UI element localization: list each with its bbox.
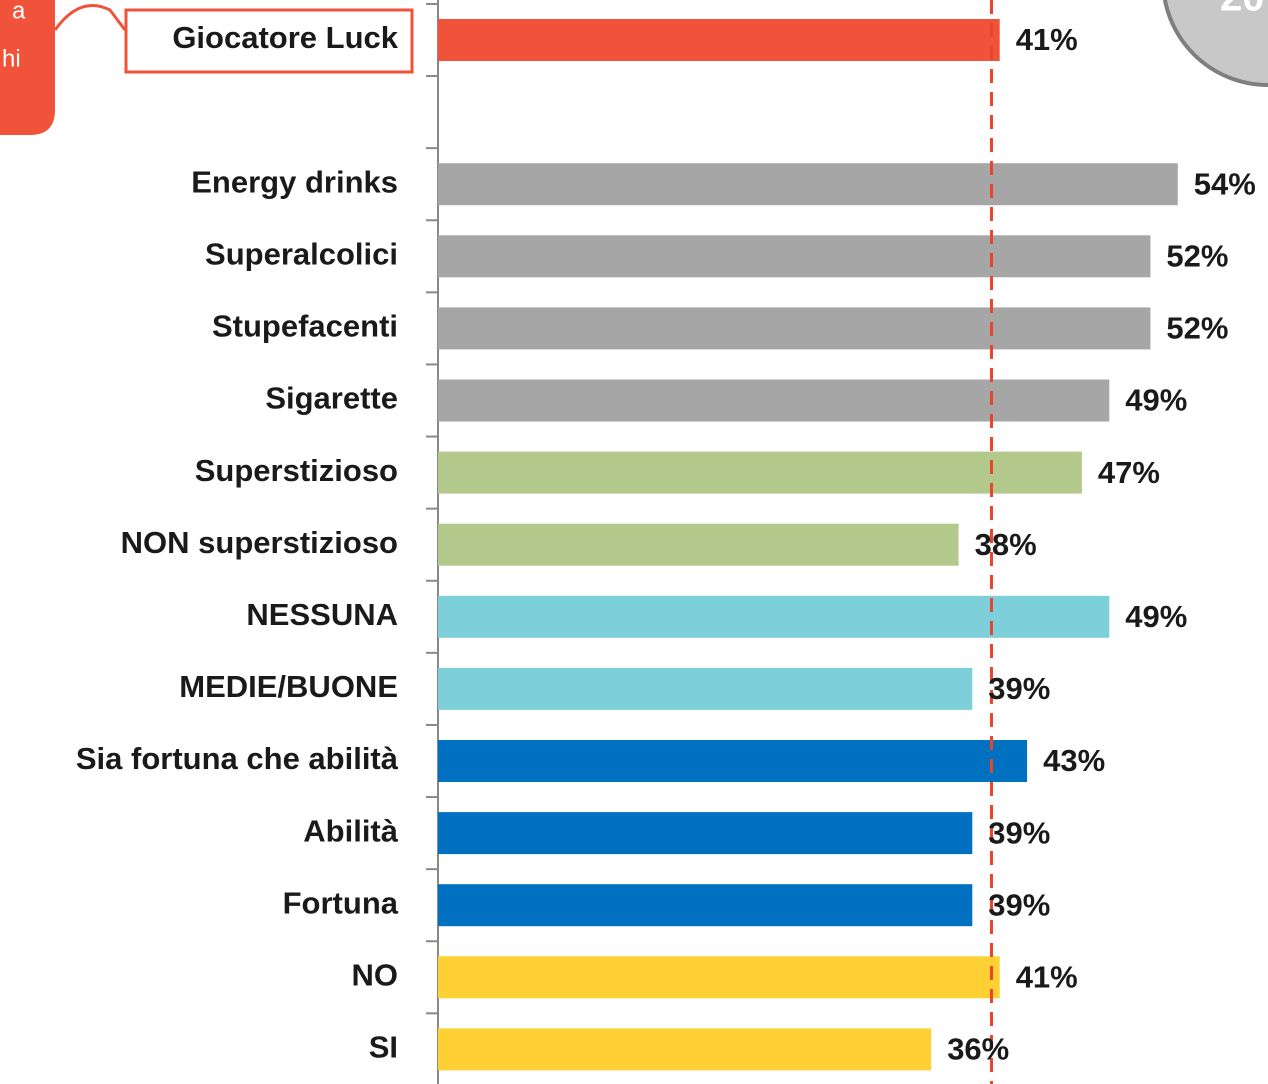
bar (438, 1028, 932, 1071)
bar (438, 884, 973, 927)
y-tick-label: NO (352, 957, 399, 992)
y-tick-label: Sia fortuna che abilità (76, 741, 399, 776)
bar (438, 740, 1028, 782)
bar (438, 595, 1110, 638)
bar (438, 19, 1000, 61)
y-tick-label: NON superstizioso (121, 525, 398, 560)
value-label: 39% (988, 671, 1050, 706)
y-tick-label: NESSUNA (246, 597, 398, 632)
bar (438, 163, 1178, 206)
callout-text: hi (2, 45, 21, 72)
value-label: 54% (1194, 166, 1256, 201)
value-label: 52% (1166, 238, 1228, 273)
badge-text: 20 (1220, 0, 1265, 20)
callout-box (0, 0, 55, 135)
value-label: 36% (947, 1032, 1009, 1067)
value-label: 49% (1125, 599, 1187, 634)
y-tick-label: Superstizioso (195, 453, 398, 488)
highlight-box (124, 8, 414, 74)
bar (438, 812, 973, 855)
y-tick-label: Abilità (303, 813, 398, 848)
bar (438, 667, 973, 710)
value-label: 47% (1098, 455, 1160, 490)
value-label: 49% (1125, 383, 1187, 418)
y-tick-label: Giocatore Luck (172, 20, 398, 55)
badge (1162, 0, 1268, 87)
bar (438, 523, 959, 566)
y-tick-label: MEDIE/BUONE (179, 669, 398, 704)
y-tick-label: Fortuna (283, 885, 399, 920)
bar (438, 451, 1082, 494)
value-label: 41% (1016, 959, 1078, 994)
bar (438, 379, 1110, 422)
value-label: 41% (1016, 22, 1078, 57)
value-label: 38% (975, 527, 1037, 562)
y-tick-label: Energy drinks (191, 164, 398, 199)
value-label: 43% (1043, 743, 1105, 778)
bar (438, 307, 1151, 350)
value-label: 39% (988, 815, 1050, 850)
y-tick-label: SI (369, 1030, 398, 1065)
callout-arrow (53, 4, 127, 31)
callout-text: a (12, 0, 26, 24)
y-tick-label: Sigarette (265, 381, 398, 416)
bar (438, 235, 1151, 278)
value-label: 39% (988, 887, 1050, 922)
value-label: 52% (1166, 311, 1228, 346)
bar (438, 956, 1000, 999)
y-tick-label: Superalcolici (205, 236, 398, 271)
y-tick-label: Stupefacenti (212, 309, 398, 344)
